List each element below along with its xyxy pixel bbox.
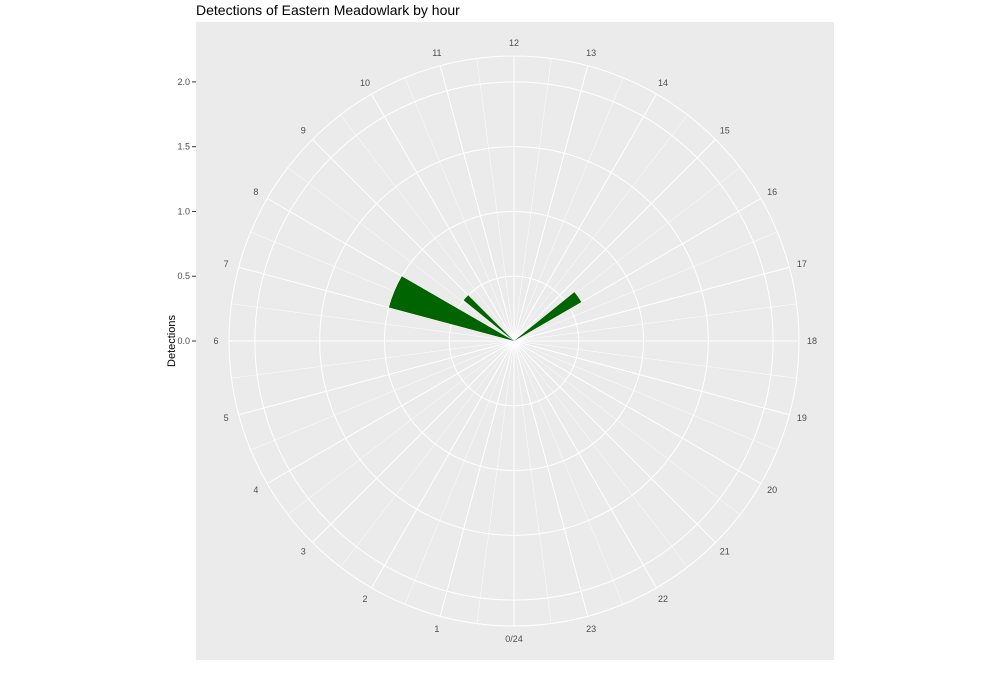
y-tick-label: 2.0	[177, 77, 190, 87]
hour-tick-label: 13	[586, 48, 596, 58]
hour-tick-label: 7	[224, 259, 229, 269]
minor-spoke	[513, 340, 552, 624]
chart-title: Detections of Eastern Meadowlark by hour	[196, 2, 460, 18]
minor-spoke	[513, 231, 778, 342]
hour-tick-label: 21	[720, 547, 730, 557]
hour-tick-label: 12	[509, 38, 519, 48]
hour-tick-label: 23	[586, 624, 596, 634]
minor-spoke	[513, 340, 797, 379]
bar-wedge	[388, 276, 514, 341]
hour-tick-label: 3	[301, 547, 306, 557]
hour-tick-label: 0/24	[505, 634, 523, 644]
y-tick-label: 0.0	[177, 336, 190, 346]
bar-wedge	[463, 295, 514, 341]
minor-spoke	[513, 340, 741, 515]
hour-spoke	[513, 340, 657, 589]
minor-spoke	[476, 58, 515, 342]
minor-spoke	[404, 77, 515, 342]
hour-tick-label: 22	[658, 594, 668, 604]
y-axis-title: Detections	[166, 315, 178, 367]
hour-tick-label: 10	[360, 78, 370, 88]
minor-spoke	[513, 340, 778, 451]
hour-tick-label: 18	[807, 336, 817, 346]
hour-tick-label: 9	[301, 125, 306, 135]
y-tick-label: 0.5	[177, 271, 190, 281]
hour-tick-label: 20	[767, 485, 777, 495]
minor-spoke	[250, 340, 515, 451]
bars-group	[388, 276, 582, 341]
minor-spoke	[513, 340, 688, 568]
minor-spoke	[513, 114, 688, 342]
minor-grid	[231, 58, 797, 624]
angular-grid	[229, 56, 799, 626]
hour-spoke	[513, 340, 762, 484]
minor-spoke	[476, 340, 515, 624]
hour-tick-label: 4	[253, 485, 258, 495]
hour-tick-label: 6	[213, 336, 218, 346]
hour-tick-label: 19	[797, 413, 807, 423]
hour-spoke	[513, 65, 589, 342]
hour-tick-label: 14	[658, 78, 668, 88]
hour-tick-label: 5	[224, 413, 229, 423]
hour-tick-label: 1	[434, 624, 439, 634]
hour-spoke	[513, 198, 762, 342]
hour-spoke	[513, 93, 657, 342]
minor-spoke	[340, 114, 515, 342]
hour-tick-label: 2	[362, 594, 367, 604]
minor-spoke	[404, 340, 515, 605]
hour-tick-label: 15	[720, 125, 730, 135]
hour-spoke	[266, 198, 515, 342]
hour-spoke	[513, 340, 790, 416]
hour-spoke	[439, 340, 515, 617]
minor-spoke	[513, 77, 624, 342]
hour-tick-label: 8	[253, 187, 258, 197]
hour-spoke	[312, 340, 515, 543]
hour-spoke	[439, 65, 515, 342]
y-tick-label: 1.5	[177, 142, 190, 152]
hour-spoke	[513, 340, 589, 617]
hour-spoke	[371, 340, 515, 589]
hour-tick-label: 11	[432, 48, 441, 58]
minor-spoke	[287, 167, 515, 342]
minor-spoke	[231, 303, 515, 342]
hour-spoke	[513, 340, 716, 543]
hour-tick-label: 16	[767, 187, 777, 197]
hour-spoke	[371, 93, 515, 342]
y-axis: 0.0 0.5 1.0 1.5 2.0	[177, 77, 196, 346]
hour-spoke	[513, 139, 716, 342]
minor-spoke	[340, 340, 515, 568]
y-tick-label: 1.0	[177, 206, 190, 216]
minor-spoke	[287, 340, 515, 515]
bar-wedge	[514, 292, 582, 341]
minor-spoke	[513, 340, 624, 605]
hour-spoke	[238, 340, 515, 416]
minor-spoke	[231, 340, 515, 379]
minor-spoke	[513, 303, 797, 342]
minor-spoke	[513, 58, 552, 342]
hour-spoke	[513, 266, 790, 342]
hour-tick-labels: 0/24123456789101112131415161718192021222…	[213, 38, 817, 644]
hour-spoke	[266, 340, 515, 484]
hour-tick-label: 17	[797, 259, 807, 269]
